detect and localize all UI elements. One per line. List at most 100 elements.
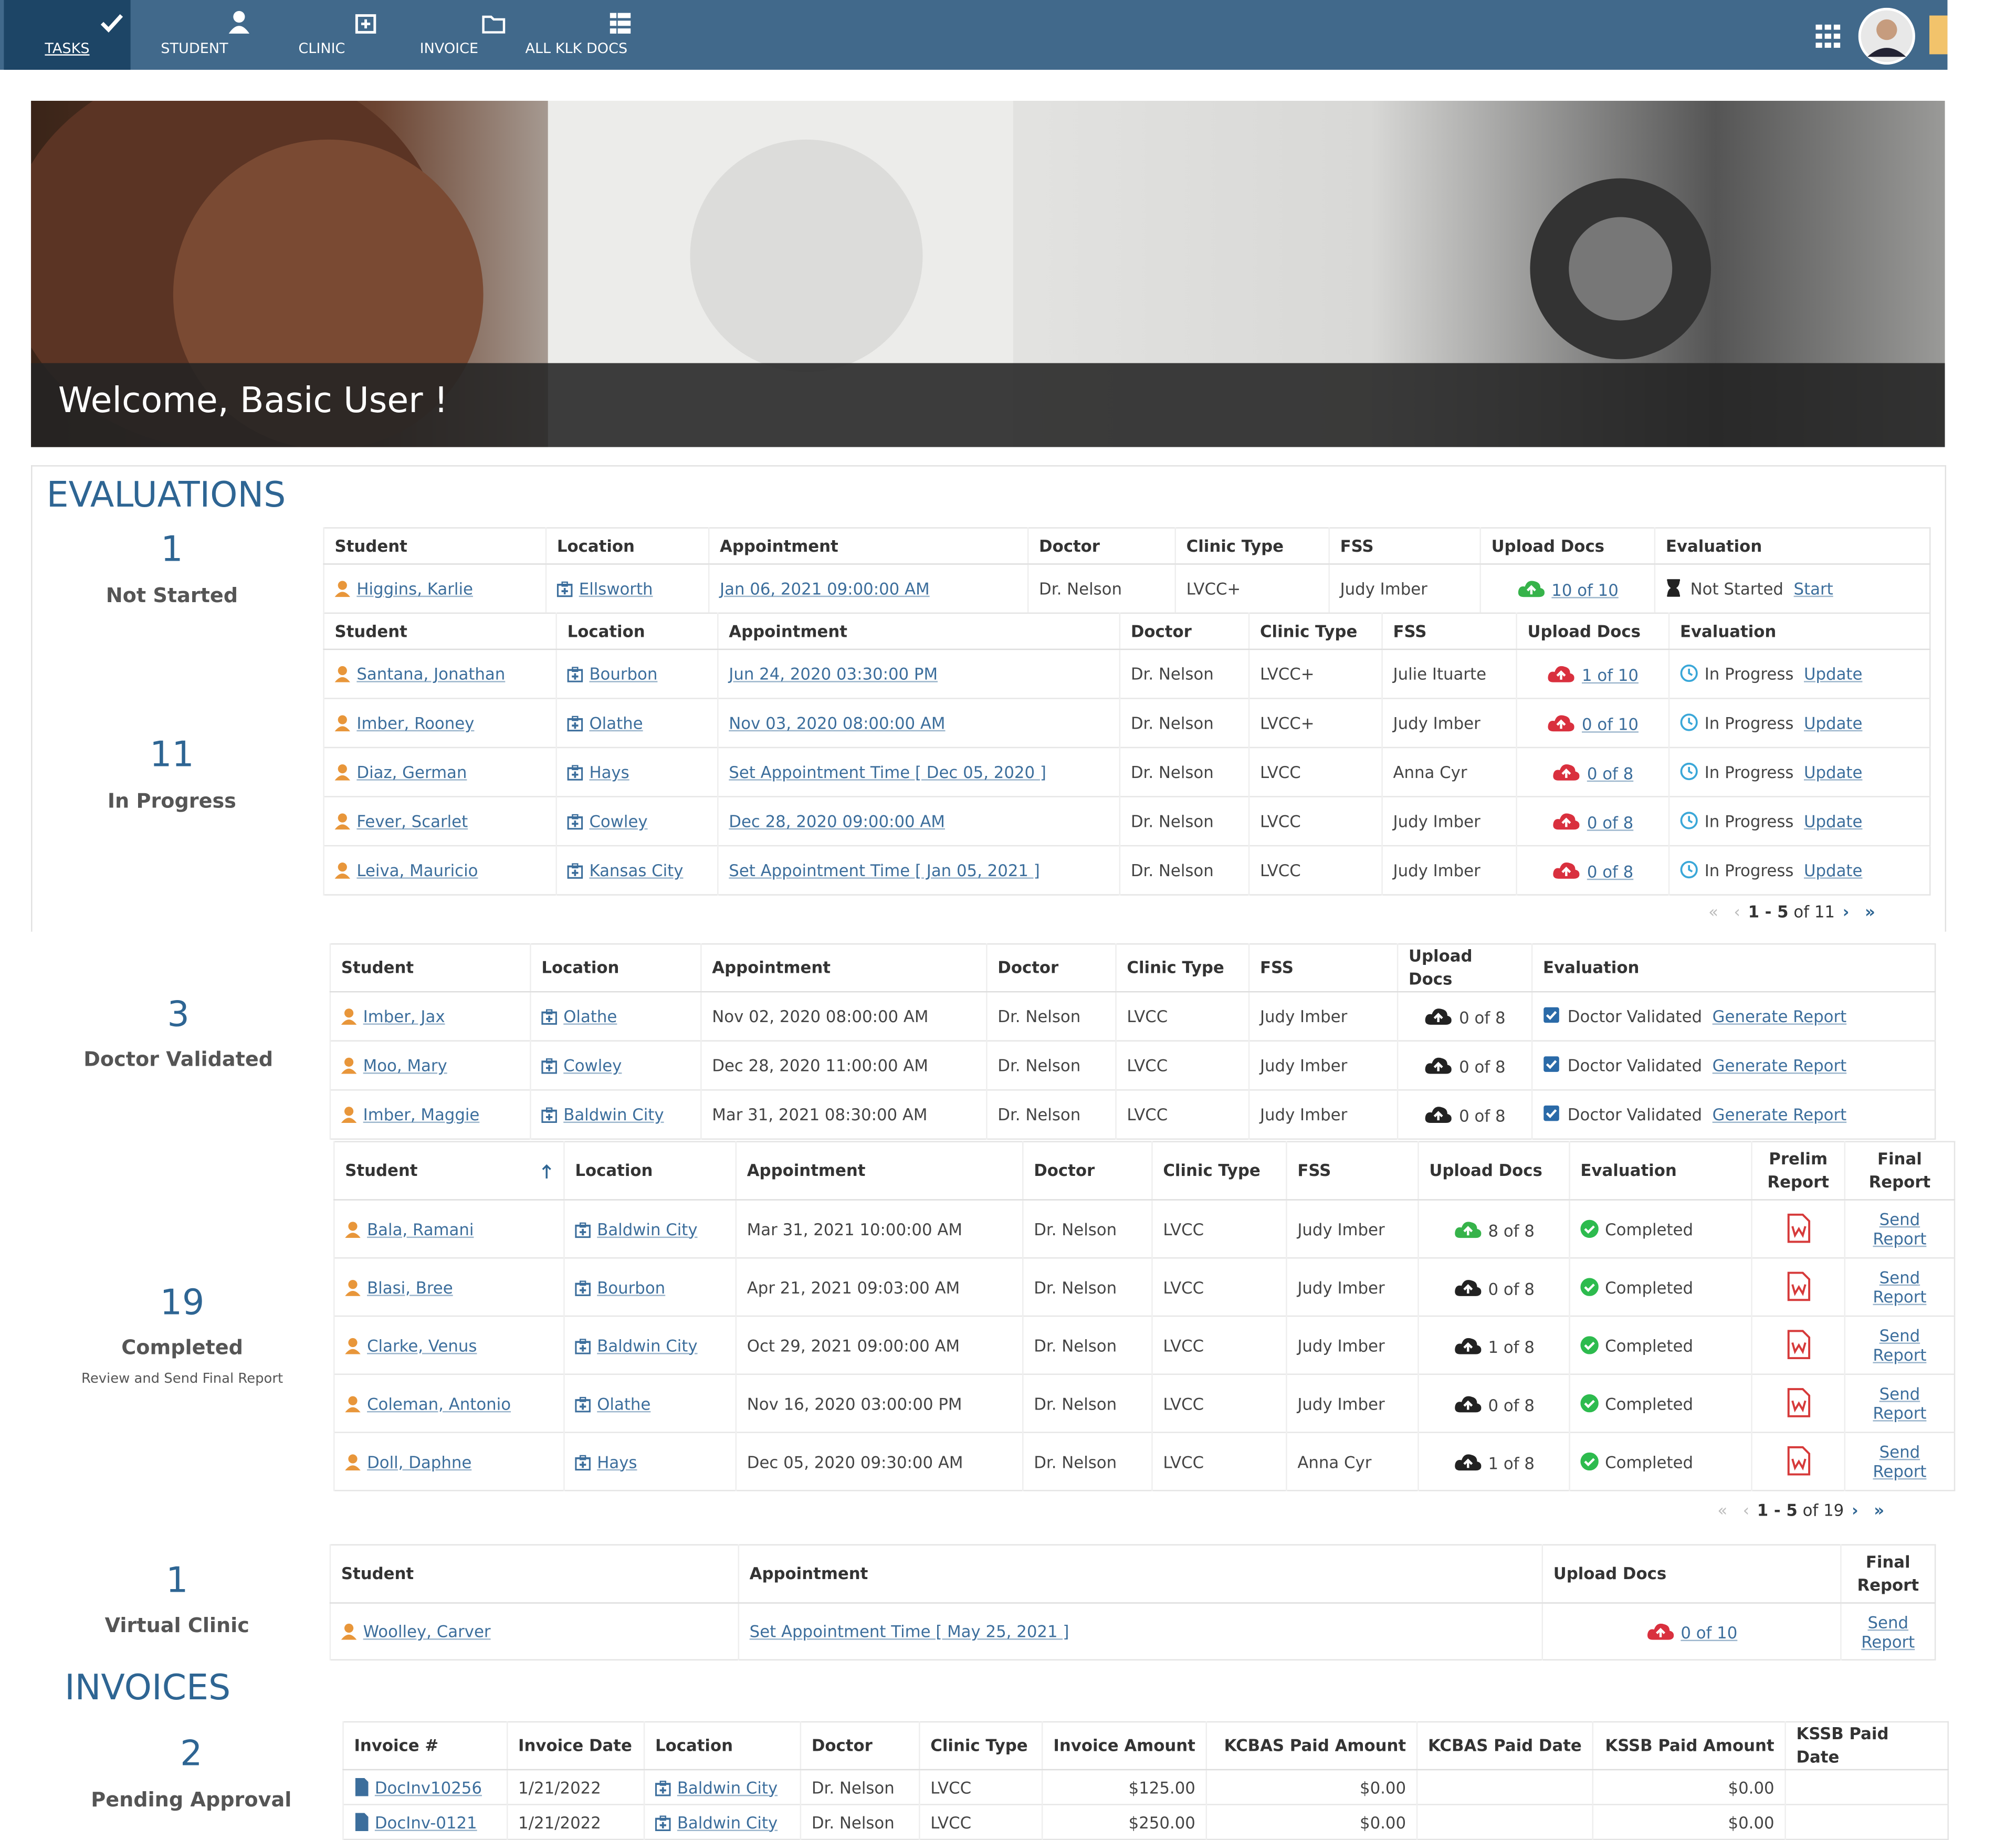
send-report-link[interactable]: Send Report	[1873, 1384, 1927, 1423]
location-link[interactable]: Hays	[597, 1452, 637, 1471]
nav-item[interactable]: TASKS	[4, 0, 131, 70]
table-cell: Olathe	[530, 991, 701, 1041]
nav-item[interactable]: INVOICE	[386, 0, 512, 70]
upload-count: 1 of 8	[1488, 1337, 1535, 1357]
upload-link[interactable]: 1 of 10	[1582, 665, 1639, 685]
student-link[interactable]: Imber, Rooney	[356, 713, 475, 733]
action-link[interactable]: Generate Report	[1712, 1006, 1847, 1026]
last-page[interactable]: »	[1874, 1500, 1885, 1520]
nav-item[interactable]: STUDENT	[131, 0, 258, 70]
student-link[interactable]: Blasi, Bree	[367, 1277, 453, 1297]
location-link[interactable]: Kansas City	[589, 860, 684, 880]
action-link[interactable]: Start	[1793, 579, 1833, 598]
send-report-link[interactable]: Send Report	[1873, 1209, 1927, 1248]
student-link[interactable]: Higgins, Karlie	[356, 579, 473, 598]
upload-link[interactable]: 0 of 8	[1587, 813, 1634, 833]
location-link[interactable]: Baldwin City	[597, 1219, 698, 1239]
first-page[interactable]: «	[1708, 902, 1718, 922]
status-label: Not Started	[106, 584, 238, 607]
column-header: Doctor	[1022, 1141, 1152, 1201]
table-body: Woolley, Carver Set Appointment Time [ Ma…	[329, 1602, 1936, 1660]
next-page[interactable]: ›	[1842, 902, 1850, 922]
location-link[interactable]: Baldwin City	[677, 1777, 778, 1797]
student-link[interactable]: Leiva, Mauricio	[356, 860, 478, 880]
student-link[interactable]: Imber, Maggie	[363, 1105, 480, 1124]
location-link[interactable]: Olathe	[589, 713, 643, 733]
invoice-link[interactable]: DocInv-0121	[374, 1812, 477, 1832]
location-link[interactable]: Bourbon	[589, 664, 658, 684]
data-table: Student Location Appointment Doctor Clinic T…	[323, 527, 1931, 614]
student-link[interactable]: Santana, Jonathan	[356, 664, 506, 684]
cell-text: Nov 16, 2020 03:00:00 PM	[747, 1393, 962, 1413]
send-report-link[interactable]: Send Report	[1873, 1442, 1927, 1481]
next-page[interactable]: ›	[1852, 1500, 1858, 1520]
student-link[interactable]: Fever, Scarlet	[356, 811, 468, 831]
upload-link[interactable]: 10 of 10	[1551, 580, 1619, 600]
action-link[interactable]: Update	[1803, 713, 1863, 733]
appointment-link[interactable]: Set Appointment Time [ May 25, 2021 ]	[749, 1622, 1069, 1642]
nav-item[interactable]: ALL KLK DOCS	[513, 0, 639, 70]
action-link[interactable]: Update	[1803, 664, 1863, 684]
action-link[interactable]: Generate Report	[1712, 1105, 1847, 1124]
table-cell: Completed	[1569, 1373, 1752, 1433]
appointment-link[interactable]: Set Appointment Time [ Jan 05, 2021 ]	[729, 860, 1040, 880]
upload-link[interactable]: 0 of 8	[1587, 763, 1634, 783]
table-cell: Olathe	[555, 698, 718, 748]
location-link[interactable]: Baldwin City	[677, 1812, 778, 1832]
location-link[interactable]: Cowley	[563, 1056, 622, 1075]
clinic-icon	[541, 1058, 558, 1075]
action-link[interactable]: Update	[1803, 860, 1863, 880]
prev-page[interactable]: ‹	[1742, 1500, 1750, 1520]
column-header: Location	[555, 613, 718, 650]
student-link[interactable]: Diaz, German	[356, 762, 467, 782]
header-text: Location	[575, 1160, 653, 1180]
avatar[interactable]	[1858, 7, 1915, 65]
appointment-link[interactable]: Dec 28, 2020 09:00:00 AM	[729, 811, 945, 831]
table-cell: Not Started Start	[1654, 563, 1930, 613]
send-report-link[interactable]: Send Report	[1861, 1612, 1915, 1651]
location-link[interactable]: Cowley	[589, 811, 648, 831]
student-link[interactable]: Imber, Jax	[363, 1006, 445, 1026]
table-cell: Cowley	[555, 796, 718, 846]
cell-text: LVCC	[1127, 1006, 1168, 1026]
cell-text: LVCC	[1259, 860, 1301, 880]
appointment-link[interactable]: Set Appointment Time [ Dec 05, 2020 ]	[729, 762, 1046, 782]
header-text: Invoice Amount	[1053, 1735, 1195, 1755]
prev-page[interactable]: ‹	[1734, 902, 1740, 922]
upload-link[interactable]: 0 of 10	[1681, 1623, 1738, 1643]
upload-link[interactable]: 0 of 8	[1587, 861, 1634, 881]
action-link[interactable]: Generate Report	[1712, 1056, 1847, 1075]
table-cell: LVCC	[1248, 796, 1382, 846]
student-link[interactable]: Bala, Ramani	[367, 1219, 474, 1239]
action-link[interactable]: Update	[1803, 811, 1863, 831]
appointment-link[interactable]: Jan 06, 2021 09:00:00 AM	[720, 579, 930, 598]
apps-icon[interactable]	[1815, 24, 1841, 48]
location-link[interactable]: Olathe	[597, 1393, 651, 1413]
student-link[interactable]: Moo, Mary	[363, 1056, 447, 1075]
location-link[interactable]: Hays	[589, 762, 629, 782]
location-link[interactable]: Baldwin City	[563, 1105, 664, 1124]
location-link[interactable]: Ellsworth	[579, 579, 653, 598]
nav-item[interactable]: CLINIC	[258, 0, 385, 70]
send-report-link[interactable]: Send Report	[1873, 1267, 1927, 1307]
action-link[interactable]: Update	[1803, 762, 1863, 782]
sort-icon	[542, 1164, 551, 1179]
student-link[interactable]: Coleman, Antonio	[367, 1393, 511, 1413]
student-link[interactable]: Woolley, Carver	[363, 1622, 491, 1642]
appointment-link[interactable]: Jun 24, 2020 03:30:00 PM	[729, 664, 938, 684]
send-report-link[interactable]: Send Report	[1873, 1326, 1927, 1365]
table-cell: Julie Ituarte	[1381, 648, 1517, 699]
clinic-icon	[574, 1396, 591, 1412]
table-cell: Judy Imber	[1286, 1373, 1419, 1433]
first-page[interactable]: «	[1717, 1500, 1728, 1520]
last-page[interactable]: »	[1865, 902, 1875, 922]
student-link[interactable]: Doll, Daphne	[367, 1452, 472, 1471]
location-link[interactable]: Olathe	[563, 1006, 617, 1026]
location-link[interactable]: Baldwin City	[597, 1335, 698, 1355]
student-link[interactable]: Clarke, Venus	[367, 1335, 477, 1355]
upload-link[interactable]: 0 of 10	[1582, 714, 1639, 734]
location-link[interactable]: Bourbon	[597, 1277, 666, 1297]
table-head: Invoice # Invoice Date Location Doctor Clini…	[342, 1721, 1948, 1771]
invoice-link[interactable]: DocInv10256	[374, 1777, 482, 1797]
appointment-link[interactable]: Nov 03, 2020 08:00:00 AM	[729, 713, 946, 733]
